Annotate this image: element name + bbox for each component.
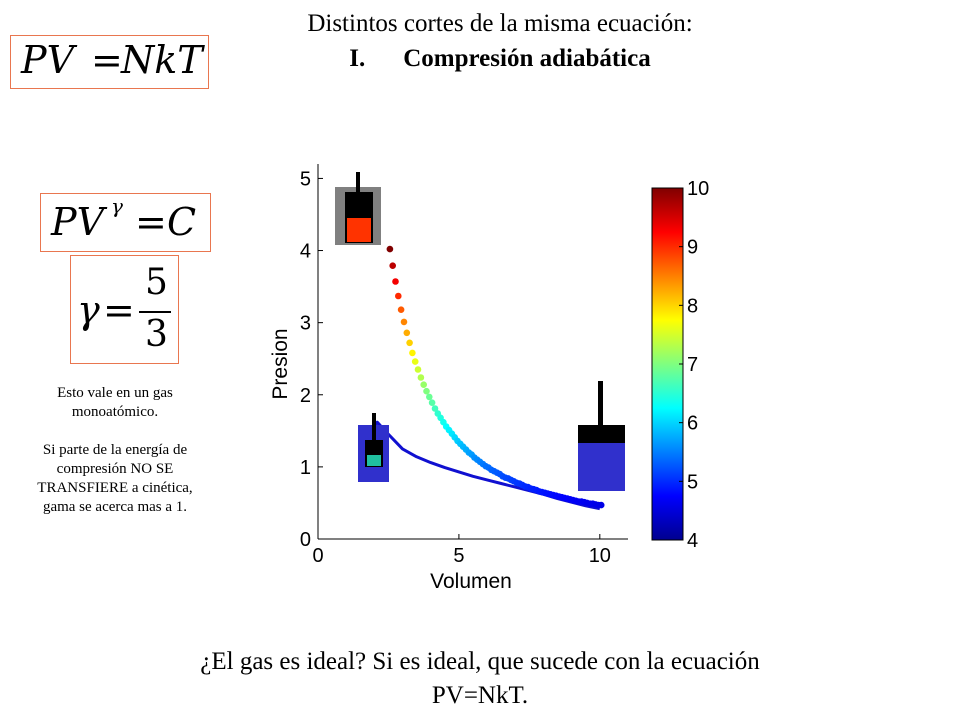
- x-axis-label: Volumen: [430, 570, 512, 593]
- colorbar-tick-label: 9: [687, 237, 698, 259]
- data-point: [406, 339, 413, 347]
- equals-sign: =: [103, 288, 135, 332]
- data-point: [409, 349, 416, 357]
- colorbar-tick-label: 7: [687, 354, 698, 376]
- colorbar-tick-label: 10: [687, 178, 709, 200]
- ideal-gas-rhs: NkT: [121, 38, 203, 82]
- data-point: [397, 306, 405, 314]
- x-tick-label: 5: [453, 545, 464, 567]
- section-number: I.: [349, 45, 366, 72]
- colorbar-tick-label: 6: [687, 413, 698, 435]
- slide-title-line2: I. Compresión adiabática: [200, 45, 800, 73]
- question-text: ¿El gas es ideal? Si es ideal, que suced…: [40, 645, 920, 713]
- piston-mid-icon: [358, 413, 389, 482]
- fraction-bar: [139, 311, 171, 313]
- colorbar-ticks: 4 5 6 7 8 9 10: [679, 178, 709, 552]
- series-dots: [386, 245, 605, 509]
- adiabatic-exponent: γ: [111, 194, 123, 218]
- gamma-numerator: 5: [145, 262, 168, 303]
- data-point: [420, 381, 428, 389]
- gamma-symbol: γ: [77, 288, 100, 332]
- data-point: [428, 399, 436, 407]
- y-tick-label: 4: [300, 241, 311, 263]
- section-title: Compresión adiabática: [403, 45, 651, 72]
- colorbar-tick-label: 5: [687, 471, 698, 493]
- data-point: [400, 318, 408, 326]
- gamma-equation: γ = 5 3: [70, 255, 179, 364]
- equals-sign: =: [135, 200, 167, 244]
- colorbar: [651, 187, 684, 541]
- data-point: [411, 358, 419, 365]
- axes-frame: [317, 164, 628, 540]
- data-point: [423, 387, 430, 395]
- data-point: [426, 393, 433, 401]
- note-paragraph-1: Esto vale en un gas monoatómico.: [57, 385, 173, 420]
- data-point: [395, 292, 402, 300]
- question-line2: PV=NkT.: [431, 682, 529, 709]
- y-tick-label: 0: [300, 529, 311, 551]
- data-point: [414, 366, 422, 373]
- gas-note: Esto vale en un gas monoatómico. Si part…: [20, 384, 210, 517]
- data-point: [417, 374, 425, 381]
- data-point: [392, 278, 399, 285]
- y-tick-label: 2: [300, 385, 311, 407]
- adiabatic-equation: PV γ = C: [40, 193, 211, 252]
- gamma-denominator: 3: [145, 314, 168, 355]
- ideal-gas-lhs: PV: [21, 38, 75, 82]
- y-tick-label: 5: [300, 168, 311, 190]
- equals-sign: =: [91, 38, 123, 82]
- data-point: [431, 405, 439, 412]
- data-point: [597, 501, 605, 509]
- y-axis-label: Presion: [269, 328, 292, 399]
- x-tick-label: 0: [312, 545, 323, 567]
- axis-ticks: 0 5 10 0 1 2 3 4 5: [300, 168, 611, 567]
- colorbar-tick-label: 8: [687, 295, 698, 317]
- colorbar-tick-label: 4: [687, 530, 698, 552]
- note-paragraph-2: Si parte de la energía de compresión NO …: [37, 442, 193, 515]
- piston-expanded-icon: [578, 381, 625, 491]
- data-point: [389, 262, 397, 270]
- adiabatic-rhs: C: [167, 200, 197, 244]
- data-point: [403, 329, 411, 337]
- question-line1: ¿El gas es ideal? Si es ideal, que suced…: [200, 648, 760, 675]
- y-tick-label: 1: [300, 457, 311, 479]
- piston-compressed-icon: [335, 172, 381, 245]
- x-tick-label: 10: [589, 545, 611, 567]
- y-tick-label: 3: [300, 313, 311, 335]
- slide-title-line1: Distintos cortes de la misma ecuación:: [307, 10, 693, 37]
- ideal-gas-equation: PV = NkT: [10, 35, 209, 89]
- data-point: [386, 245, 394, 253]
- adiabatic-lhs: PV: [51, 200, 105, 244]
